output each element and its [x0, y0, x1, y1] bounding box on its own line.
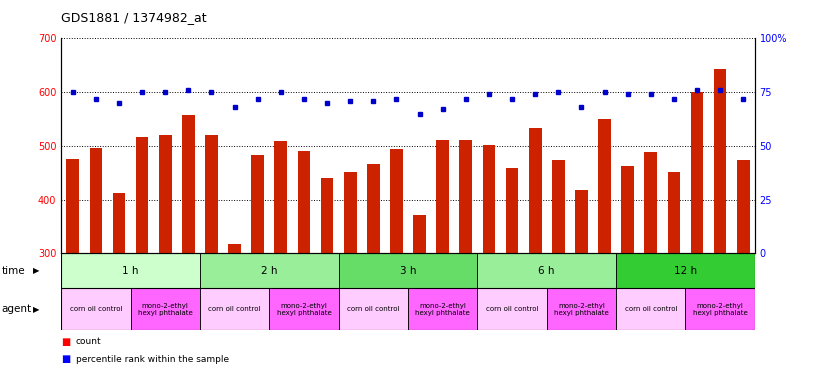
- Text: ▶: ▶: [33, 266, 39, 275]
- Text: mono-2-ethyl
hexyl phthalate: mono-2-ethyl hexyl phthalate: [693, 303, 747, 316]
- Bar: [113, 193, 126, 253]
- Bar: [737, 160, 750, 253]
- Text: 2 h: 2 h: [261, 266, 277, 276]
- Text: time: time: [2, 266, 25, 276]
- Bar: [459, 140, 472, 253]
- Text: mono-2-ethyl
hexyl phthalate: mono-2-ethyl hexyl phthalate: [554, 303, 609, 316]
- Bar: [66, 159, 79, 253]
- Text: GDS1881 / 1374982_at: GDS1881 / 1374982_at: [61, 12, 206, 25]
- Bar: [529, 128, 542, 253]
- Text: agent: agent: [2, 304, 32, 314]
- Text: corn oil control: corn oil control: [486, 306, 539, 312]
- Bar: [90, 147, 102, 253]
- Bar: [482, 146, 495, 253]
- Bar: [61, 288, 131, 330]
- Bar: [205, 135, 218, 253]
- Bar: [413, 215, 426, 253]
- Bar: [339, 288, 408, 330]
- Text: 3 h: 3 h: [400, 266, 416, 276]
- Bar: [298, 151, 310, 253]
- Bar: [200, 253, 339, 288]
- Text: mono-2-ethyl
hexyl phthalate: mono-2-ethyl hexyl phthalate: [138, 303, 193, 316]
- Bar: [575, 190, 588, 253]
- Bar: [390, 149, 403, 253]
- Text: 12 h: 12 h: [674, 266, 697, 276]
- Bar: [61, 253, 200, 288]
- Bar: [685, 288, 755, 330]
- Bar: [131, 288, 200, 330]
- Bar: [598, 119, 611, 253]
- Bar: [645, 152, 657, 253]
- Text: percentile rank within the sample: percentile rank within the sample: [76, 354, 229, 364]
- Bar: [274, 141, 287, 253]
- Bar: [506, 168, 518, 253]
- Bar: [321, 178, 334, 253]
- Text: ■: ■: [61, 337, 70, 347]
- Text: 1 h: 1 h: [122, 266, 139, 276]
- Bar: [437, 140, 449, 253]
- Text: count: count: [76, 337, 101, 346]
- Bar: [269, 288, 339, 330]
- Bar: [616, 288, 685, 330]
- Bar: [135, 137, 149, 253]
- Bar: [616, 253, 755, 288]
- Text: ■: ■: [61, 354, 70, 364]
- Bar: [339, 253, 477, 288]
- Bar: [667, 172, 681, 253]
- Bar: [251, 154, 264, 253]
- Bar: [714, 69, 726, 253]
- Text: corn oil control: corn oil control: [69, 306, 122, 312]
- Text: 6 h: 6 h: [539, 266, 555, 276]
- Bar: [477, 288, 547, 330]
- Text: mono-2-ethyl
hexyl phthalate: mono-2-ethyl hexyl phthalate: [277, 303, 331, 316]
- Bar: [367, 164, 379, 253]
- Bar: [200, 288, 269, 330]
- Text: corn oil control: corn oil control: [624, 306, 677, 312]
- Text: corn oil control: corn oil control: [347, 306, 400, 312]
- Bar: [552, 160, 565, 253]
- Text: mono-2-ethyl
hexyl phthalate: mono-2-ethyl hexyl phthalate: [415, 303, 470, 316]
- Bar: [182, 115, 195, 253]
- Bar: [159, 135, 171, 253]
- Bar: [408, 288, 477, 330]
- Bar: [547, 288, 616, 330]
- Text: corn oil control: corn oil control: [208, 306, 261, 312]
- Bar: [228, 244, 241, 253]
- Bar: [477, 253, 616, 288]
- Bar: [344, 172, 357, 253]
- Bar: [690, 92, 703, 253]
- Bar: [621, 166, 634, 253]
- Text: ▶: ▶: [33, 305, 39, 314]
